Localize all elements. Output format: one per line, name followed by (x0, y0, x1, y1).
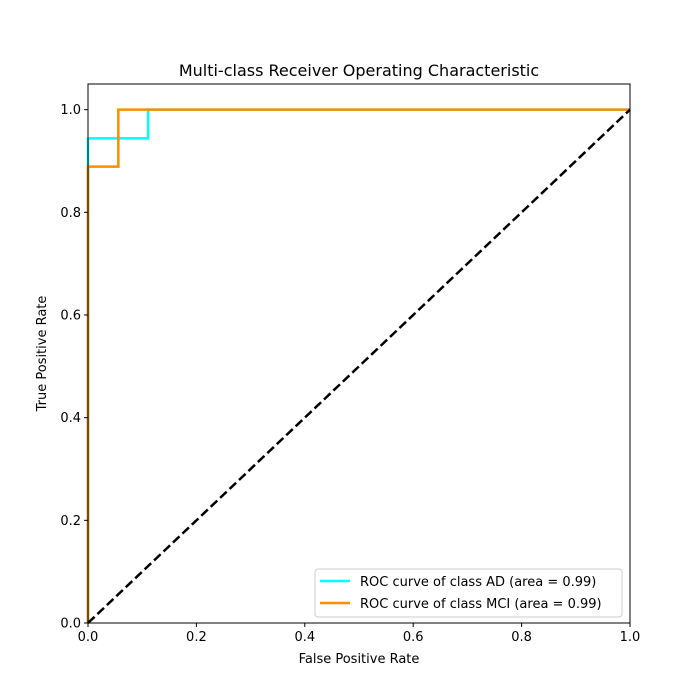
x-axis-ticks: 0.0 0.2 0.4 0.6 0.8 1.0 (78, 623, 641, 645)
y-axis-label: True Positive Rate (35, 296, 50, 413)
x-tick-label: 0.6 (403, 630, 424, 645)
plot-frame (87, 83, 631, 624)
x-tick-label: 1.0 (620, 630, 641, 645)
y-tick-label: 1.0 (60, 103, 81, 118)
legend-label-mci: ROC curve of class MCI (area = 0.99) (360, 597, 602, 612)
y-tick-label: 0.0 (60, 617, 81, 632)
chart-title: Multi-class Receiver Operating Character… (179, 61, 539, 80)
x-axis-label: False Positive Rate (299, 652, 420, 667)
x-tick-label: 0.0 (78, 630, 99, 645)
y-tick-label: 0.6 (60, 309, 81, 324)
chance-diagonal-line (87, 108, 631, 624)
x-tick-label: 0.2 (186, 630, 207, 645)
x-tick-label: 0.8 (511, 630, 532, 645)
legend-label-ad: ROC curve of class AD (area = 0.99) (360, 575, 596, 590)
plot-area (88, 84, 630, 623)
x-tick-label: 0.4 (294, 630, 315, 645)
y-tick-label: 0.2 (60, 514, 81, 529)
y-tick-label: 0.8 (60, 206, 81, 221)
y-axis-ticks: 0.0 0.2 0.4 0.6 0.8 1.0 (60, 103, 88, 632)
y-tick-label: 0.4 (60, 411, 81, 426)
legend-box (314, 568, 623, 618)
legend: ROC curve of class AD (area = 0.99) ROC … (314, 568, 623, 618)
